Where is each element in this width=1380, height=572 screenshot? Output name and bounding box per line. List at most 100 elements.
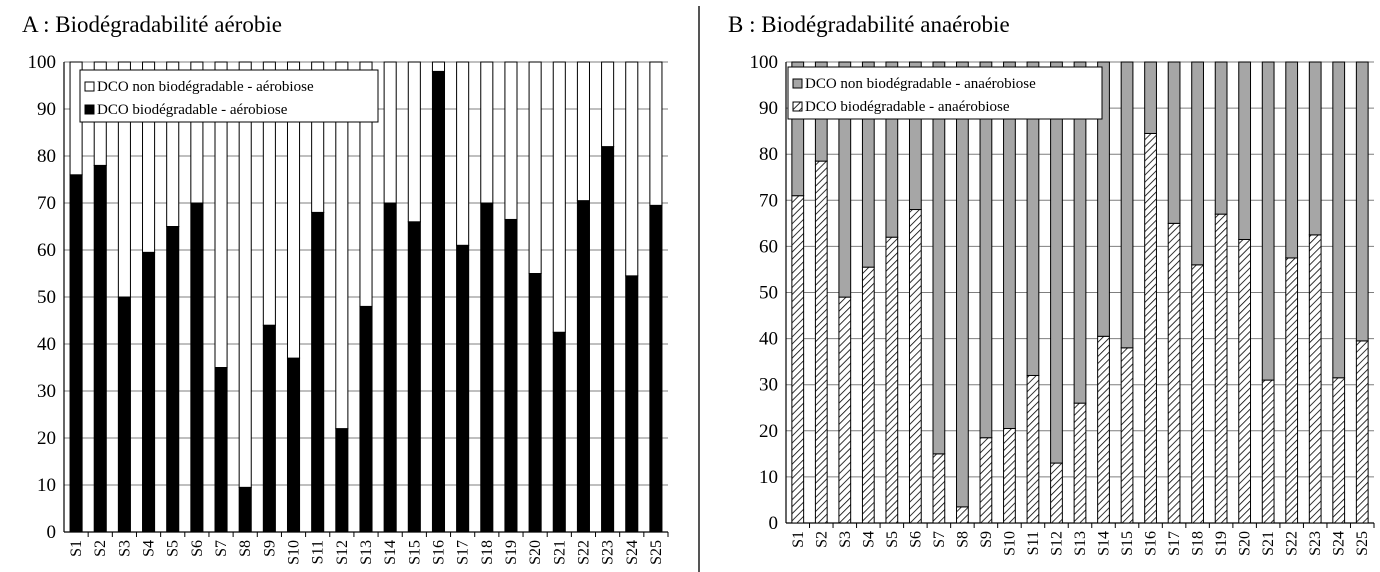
bar-S24-series-1 (625, 61, 639, 277)
bar-S6-series-0 (190, 202, 204, 533)
chart-panel-b: B : Biodégradabilité anaérobie 0 10 20 30 40… (690, 0, 1380, 572)
bar-S21-series-1 (1261, 61, 1275, 381)
bar-S24-series-0 (625, 275, 639, 533)
x-tick-label: S22 (575, 540, 592, 565)
y-tick-label: 100 (28, 52, 57, 73)
bar-S10-series-0 (286, 357, 301, 533)
legend-label: DCO non biodégradable - aérobiose (97, 79, 314, 95)
y-tick-label: 50 (759, 283, 778, 304)
bar-S6-series-1 (908, 61, 922, 211)
bar-S15-series-1 (407, 61, 421, 223)
x-tick-label: S20 (1237, 531, 1254, 556)
bar-S7-series-0 (932, 453, 946, 524)
bar-S4-series-0 (142, 251, 156, 533)
legend-box (787, 66, 1103, 120)
chart-a-title: A : Biodégradabilité aérobie (22, 12, 282, 37)
bar-S3-series-1 (838, 61, 852, 298)
x-tick-label: S16 (1143, 531, 1160, 556)
bar-S5-series-0 (885, 236, 899, 524)
bar-S11-series-0 (311, 211, 325, 533)
bar-S1-series-0 (69, 174, 83, 533)
x-tick-label: S18 (1190, 531, 1207, 556)
y-tick-label: 20 (37, 428, 56, 449)
bar-S19-series-0 (1214, 213, 1228, 524)
bar-S17-series-0 (456, 244, 470, 533)
bar-S1-series-1 (791, 61, 805, 197)
bar-S12-series-0 (1050, 462, 1063, 524)
x-tick-label: S7 (931, 531, 948, 548)
bar-S17-series-1 (456, 61, 470, 246)
x-tick-label: S10 (286, 540, 303, 565)
x-tick-label: S18 (479, 540, 496, 565)
bar-S14-series-0 (383, 202, 397, 533)
x-tick-label: S23 (1307, 531, 1324, 556)
bar-S7-series-0 (214, 367, 228, 533)
bar-S12-series-0 (335, 428, 349, 533)
x-tick-label: S24 (624, 540, 641, 565)
bar-S22-series-0 (576, 200, 590, 533)
x-tick-label: S9 (261, 540, 278, 557)
x-tick-label: S23 (600, 540, 617, 565)
bar-S19-series-1 (1214, 61, 1228, 215)
bar-S9-series-0 (262, 324, 276, 533)
bar-S7-series-1 (932, 61, 946, 455)
bar-S23-series-0 (601, 146, 615, 533)
legend-box (79, 69, 379, 123)
x-tick-label: S8 (954, 531, 971, 548)
bar-S20-series-1 (1238, 61, 1252, 240)
bar-S25-series-0 (649, 204, 663, 533)
y-tick-label: 40 (37, 334, 56, 355)
y-tick-label: 50 (37, 287, 56, 308)
x-tick-label: S6 (189, 540, 206, 557)
bar-S21-series-1 (552, 61, 566, 333)
bar-S8-series-0 (956, 506, 969, 524)
x-tick-label: S6 (907, 531, 924, 548)
bar-S17-series-0 (1167, 222, 1181, 524)
bar-S13-series-1 (359, 61, 373, 307)
x-tick-label: S2 (92, 540, 109, 557)
x-tick-label: S5 (884, 531, 901, 548)
x-tick-label: S12 (1048, 531, 1065, 556)
bar-S18-series-0 (1191, 264, 1204, 524)
bar-S13-series-0 (1073, 402, 1087, 524)
bar-S18-series-1 (1191, 61, 1204, 266)
y-tick-label: 100 (750, 52, 779, 73)
x-tick-label: S12 (334, 540, 351, 565)
bar-S11-series-1 (1026, 61, 1040, 376)
legend-label: DCO biodégradable - aérobiose (97, 102, 288, 118)
x-tick-label: S13 (1072, 531, 1089, 556)
bar-S13-series-0 (359, 305, 373, 533)
y-tick-label: 60 (37, 240, 56, 261)
bar-S2-series-0 (93, 164, 107, 533)
bar-S7-series-1 (214, 61, 228, 368)
bar-S16-series-0 (431, 70, 446, 533)
bar-S8-series-0 (238, 486, 252, 533)
bar-S15-series-0 (407, 221, 421, 533)
bar-S23-series-1 (601, 61, 615, 148)
y-tick-label: 90 (759, 98, 778, 119)
bar-S10-series-1 (1003, 61, 1016, 429)
bar-S1-series-0 (791, 195, 805, 524)
bar-S10-series-1 (286, 61, 301, 359)
legend-swatch (792, 78, 803, 89)
legend-swatch (792, 101, 803, 112)
bar-S12-series-1 (1050, 61, 1063, 464)
x-tick-label: S3 (837, 531, 854, 548)
y-tick-label: 0 (47, 522, 57, 543)
bar-S9-series-0 (979, 437, 993, 524)
y-tick-label: 30 (759, 375, 778, 396)
x-tick-label: S1 (68, 540, 85, 557)
bar-S8-series-1 (956, 61, 969, 508)
bar-S6-series-0 (908, 209, 922, 524)
x-tick-label: S20 (527, 540, 544, 565)
bar-S15-series-1 (1120, 61, 1134, 349)
x-tick-label: S16 (430, 540, 447, 565)
x-tick-label: S21 (551, 540, 568, 565)
bar-S16-series-1 (1144, 61, 1157, 134)
bar-S25-series-0 (1355, 340, 1369, 524)
y-tick-label: 0 (769, 513, 779, 534)
x-tick-label: S10 (1001, 531, 1018, 556)
bar-S25-series-1 (649, 61, 663, 206)
bar-S5-series-0 (166, 226, 180, 533)
x-tick-label: S1 (790, 531, 807, 548)
